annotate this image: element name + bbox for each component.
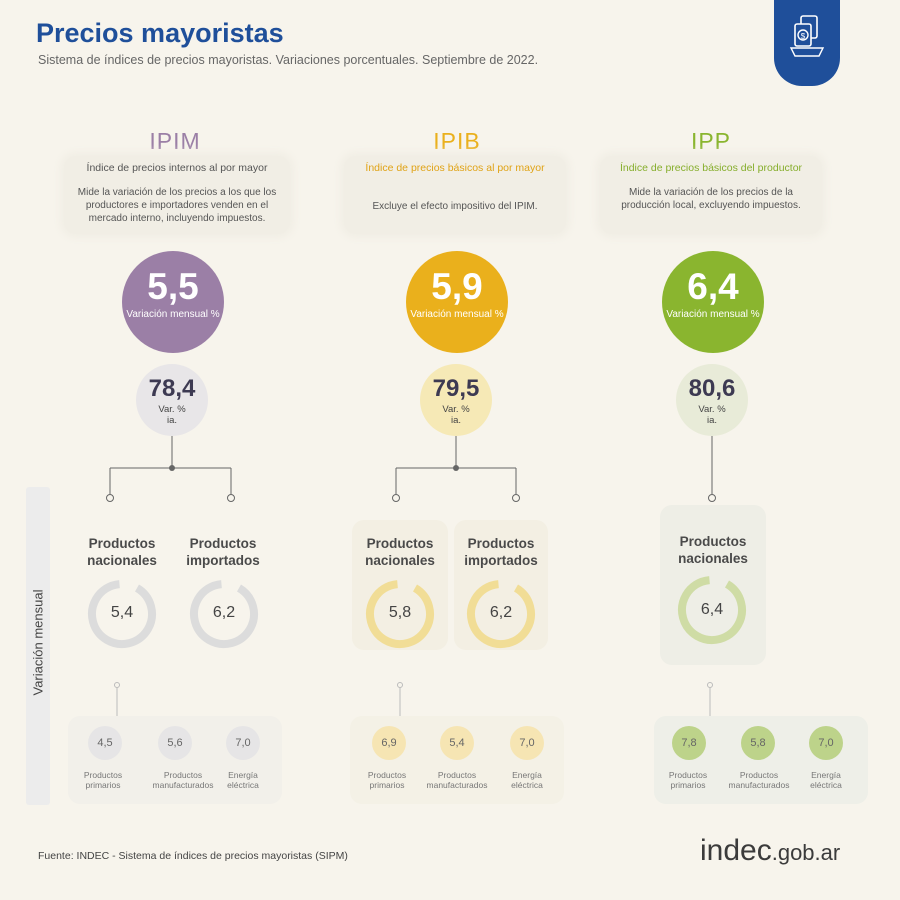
ipp-monthly-circle: 6,4 Variación mensual %: [662, 251, 764, 353]
ipim-product-card-nacionales: Productos nacionales: [74, 520, 170, 650]
ipp-sub-label-manufacturados: Productos manufacturados: [728, 770, 790, 790]
ipib-def-title: Índice de precios básicos al por mayor: [365, 162, 545, 174]
ipib-product-card-nacionales: Productos nacionales: [352, 520, 448, 650]
ipib-tree-connector: [392, 436, 520, 502]
ipp-ring-value-nacionales: 6,4: [700, 601, 724, 618]
ipim-annual-circle: 78,4 Var. % ia.: [136, 364, 208, 436]
logo-main: indec: [700, 834, 772, 867]
ipib-annual-label: Var. % ia.: [442, 404, 470, 426]
ipp-tree-connector: [708, 436, 716, 502]
ipp-definition: Índice de precios básicos del productor …: [600, 156, 822, 234]
ipib-monthly-label: Variación mensual %: [410, 309, 504, 320]
ipim-ring-value-importados: 6,2: [212, 604, 236, 621]
page-title: Precios mayoristas: [36, 18, 284, 48]
ipp-heading: IPP: [690, 128, 732, 154]
ipim-sub-value-primarios: 4,5: [88, 726, 122, 760]
ipp-annual-value: 80,6: [688, 375, 736, 402]
ipp-product-label-nacionales: Productos nacionales: [678, 534, 748, 566]
price-tag-icon: $: [789, 15, 825, 57]
ipp-def-title: Índice de precios básicos del productor: [619, 162, 803, 174]
ipim-definition: Índice de precios internos al por mayor …: [64, 156, 290, 234]
ipib-sub-connector: [397, 682, 403, 718]
ipim-ring-value-nacionales: 5,4: [110, 604, 134, 621]
indec-logo: indec.gob.ar: [700, 834, 840, 868]
ipp-sub-label-primarios: Productos primarios: [668, 770, 708, 790]
ipim-ring-importados: [190, 580, 258, 648]
ipim-product-card-importados: Productos importados: [176, 520, 270, 650]
ipim-ring-nacionales: [88, 580, 156, 648]
ipim-monthly-value: 5,5: [147, 266, 199, 307]
ipib-product-label-importados: Productos importados: [464, 536, 538, 568]
ipp-def-text: Mide la variación de los precios de la p…: [621, 187, 801, 211]
ipim-sub-value-manufacturados: 5,6: [158, 726, 192, 760]
ipib-ring-nacionales: [366, 580, 434, 648]
ipp-sub-connector: [707, 682, 713, 718]
ipib-ring-value-nacionales: 5,8: [388, 604, 412, 621]
ipim-heading: IPIM: [149, 128, 201, 154]
ipim-product-label-nacionales: Productos nacionales: [87, 536, 157, 568]
ipim-monthly-circle: 5,5 Variación mensual %: [122, 251, 224, 353]
ipib-sub-value-primarios: 6,9: [372, 726, 406, 760]
ipib-definition: Índice de precios básicos al por mayor E…: [344, 156, 566, 234]
ipib-sub-value-energia: 7,0: [510, 726, 544, 760]
ipp-annual-label: Var. % ia.: [698, 404, 726, 426]
side-label: Variación mensual: [26, 487, 50, 805]
ipim-sub-value-energia: 7,0: [226, 726, 260, 760]
ipp-sub-value-primarios: 7,8: [672, 726, 706, 760]
ipp-sub-label-energia: Energía eléctrica: [810, 770, 842, 790]
ipim-def-text: Mide la variación de los precios a los q…: [77, 187, 277, 224]
ipib-sub-label-energia: Energía eléctrica: [511, 770, 543, 790]
ipim-product-label-importados: Productos importados: [186, 536, 260, 568]
ipib-sub-label-manufacturados: Productos manufacturados: [426, 770, 488, 790]
ipib-heading: IPIB: [433, 128, 481, 154]
ipib-ring-importados: [467, 580, 535, 648]
ipim-annual-label: Var. % ia.: [158, 404, 186, 426]
ipim-sub-label-primarios: Productos primarios: [83, 770, 123, 790]
ipim-annual-value: 78,4: [148, 375, 196, 402]
ipib-monthly-value: 5,9: [431, 266, 483, 307]
header-badge: $: [774, 0, 840, 86]
side-label-text: Variación mensual: [30, 589, 46, 696]
ipib-annual-circle: 79,5 Var. % ia.: [420, 364, 492, 436]
ipib-product-card-importados: Productos importados: [454, 520, 548, 650]
ipib-sub-label-primarios: Productos primarios: [367, 770, 407, 790]
ipp-annual-circle: 80,6 Var. % ia.: [676, 364, 748, 436]
svg-text:$: $: [801, 32, 806, 41]
ipim-sub-label-energia: Energía eléctrica: [227, 770, 259, 790]
ipp-monthly-value: 6,4: [687, 266, 739, 307]
ipib-ring-value-importados: 6,2: [489, 604, 513, 621]
ipib-product-label-nacionales: Productos nacionales: [365, 536, 435, 568]
ipib-monthly-circle: 5,9 Variación mensual %: [406, 251, 508, 353]
ipp-ring-nacionales: [678, 576, 746, 644]
ipp-sub-value-manufacturados: 5,8: [741, 726, 775, 760]
ipim-sub-label-manufacturados: Productos manufacturados: [152, 770, 214, 790]
ipim-tree-connector: [106, 436, 235, 502]
ipp-sub-value-energia: 7,0: [809, 726, 843, 760]
ipim-monthly-label: Variación mensual %: [126, 309, 220, 320]
ipib-def-text: Excluye el efecto impositivo del IPIM.: [372, 201, 538, 212]
source-note: Fuente: INDEC - Sistema de índices de pr…: [38, 850, 348, 862]
logo-suffix: .gob.ar: [771, 840, 841, 865]
ipim-sub-connector: [114, 682, 120, 718]
ipp-monthly-label: Variación mensual %: [666, 309, 760, 320]
page-subtitle: Sistema de índices de precios mayoristas…: [38, 53, 539, 67]
ipib-annual-value: 79,5: [432, 375, 480, 402]
ipib-sub-value-manufacturados: 5,4: [440, 726, 474, 760]
ipim-def-title: Índice de precios internos al por mayor: [86, 162, 268, 174]
